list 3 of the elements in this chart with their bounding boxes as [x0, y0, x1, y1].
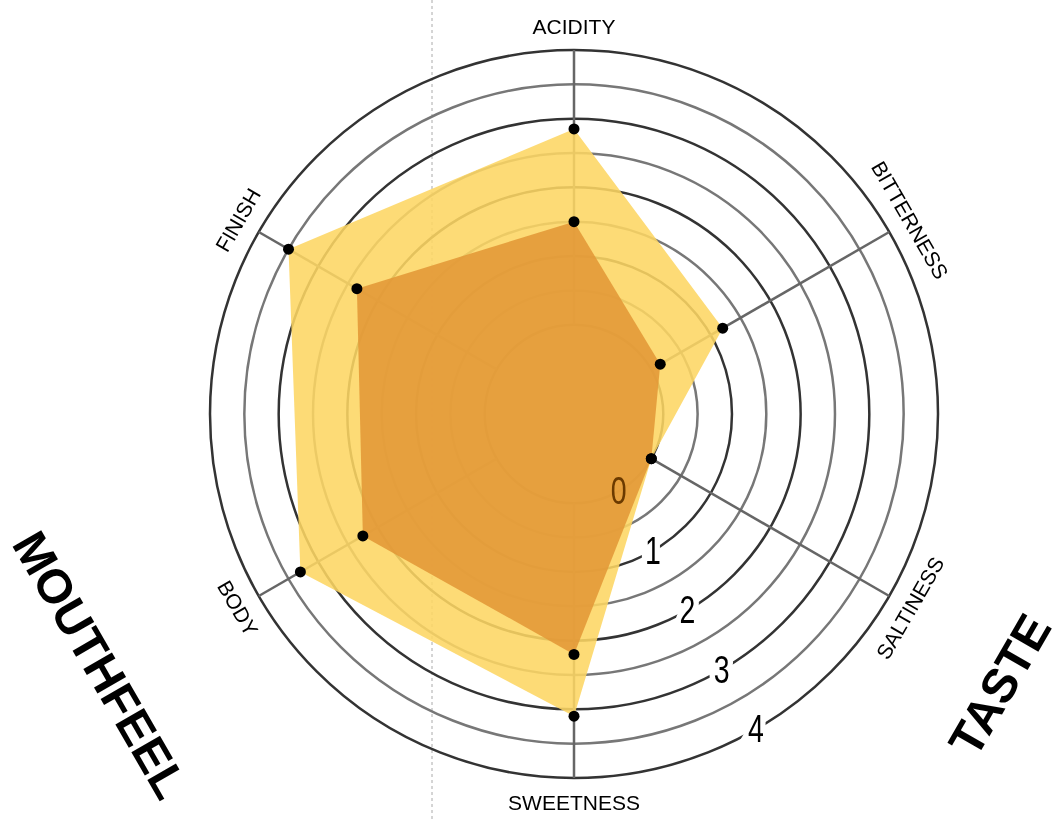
spoke-label: SWEETNESS — [508, 790, 640, 814]
spoke-label: ACIDITY — [532, 14, 616, 38]
y-tick-label: 0 — [610, 470, 627, 513]
